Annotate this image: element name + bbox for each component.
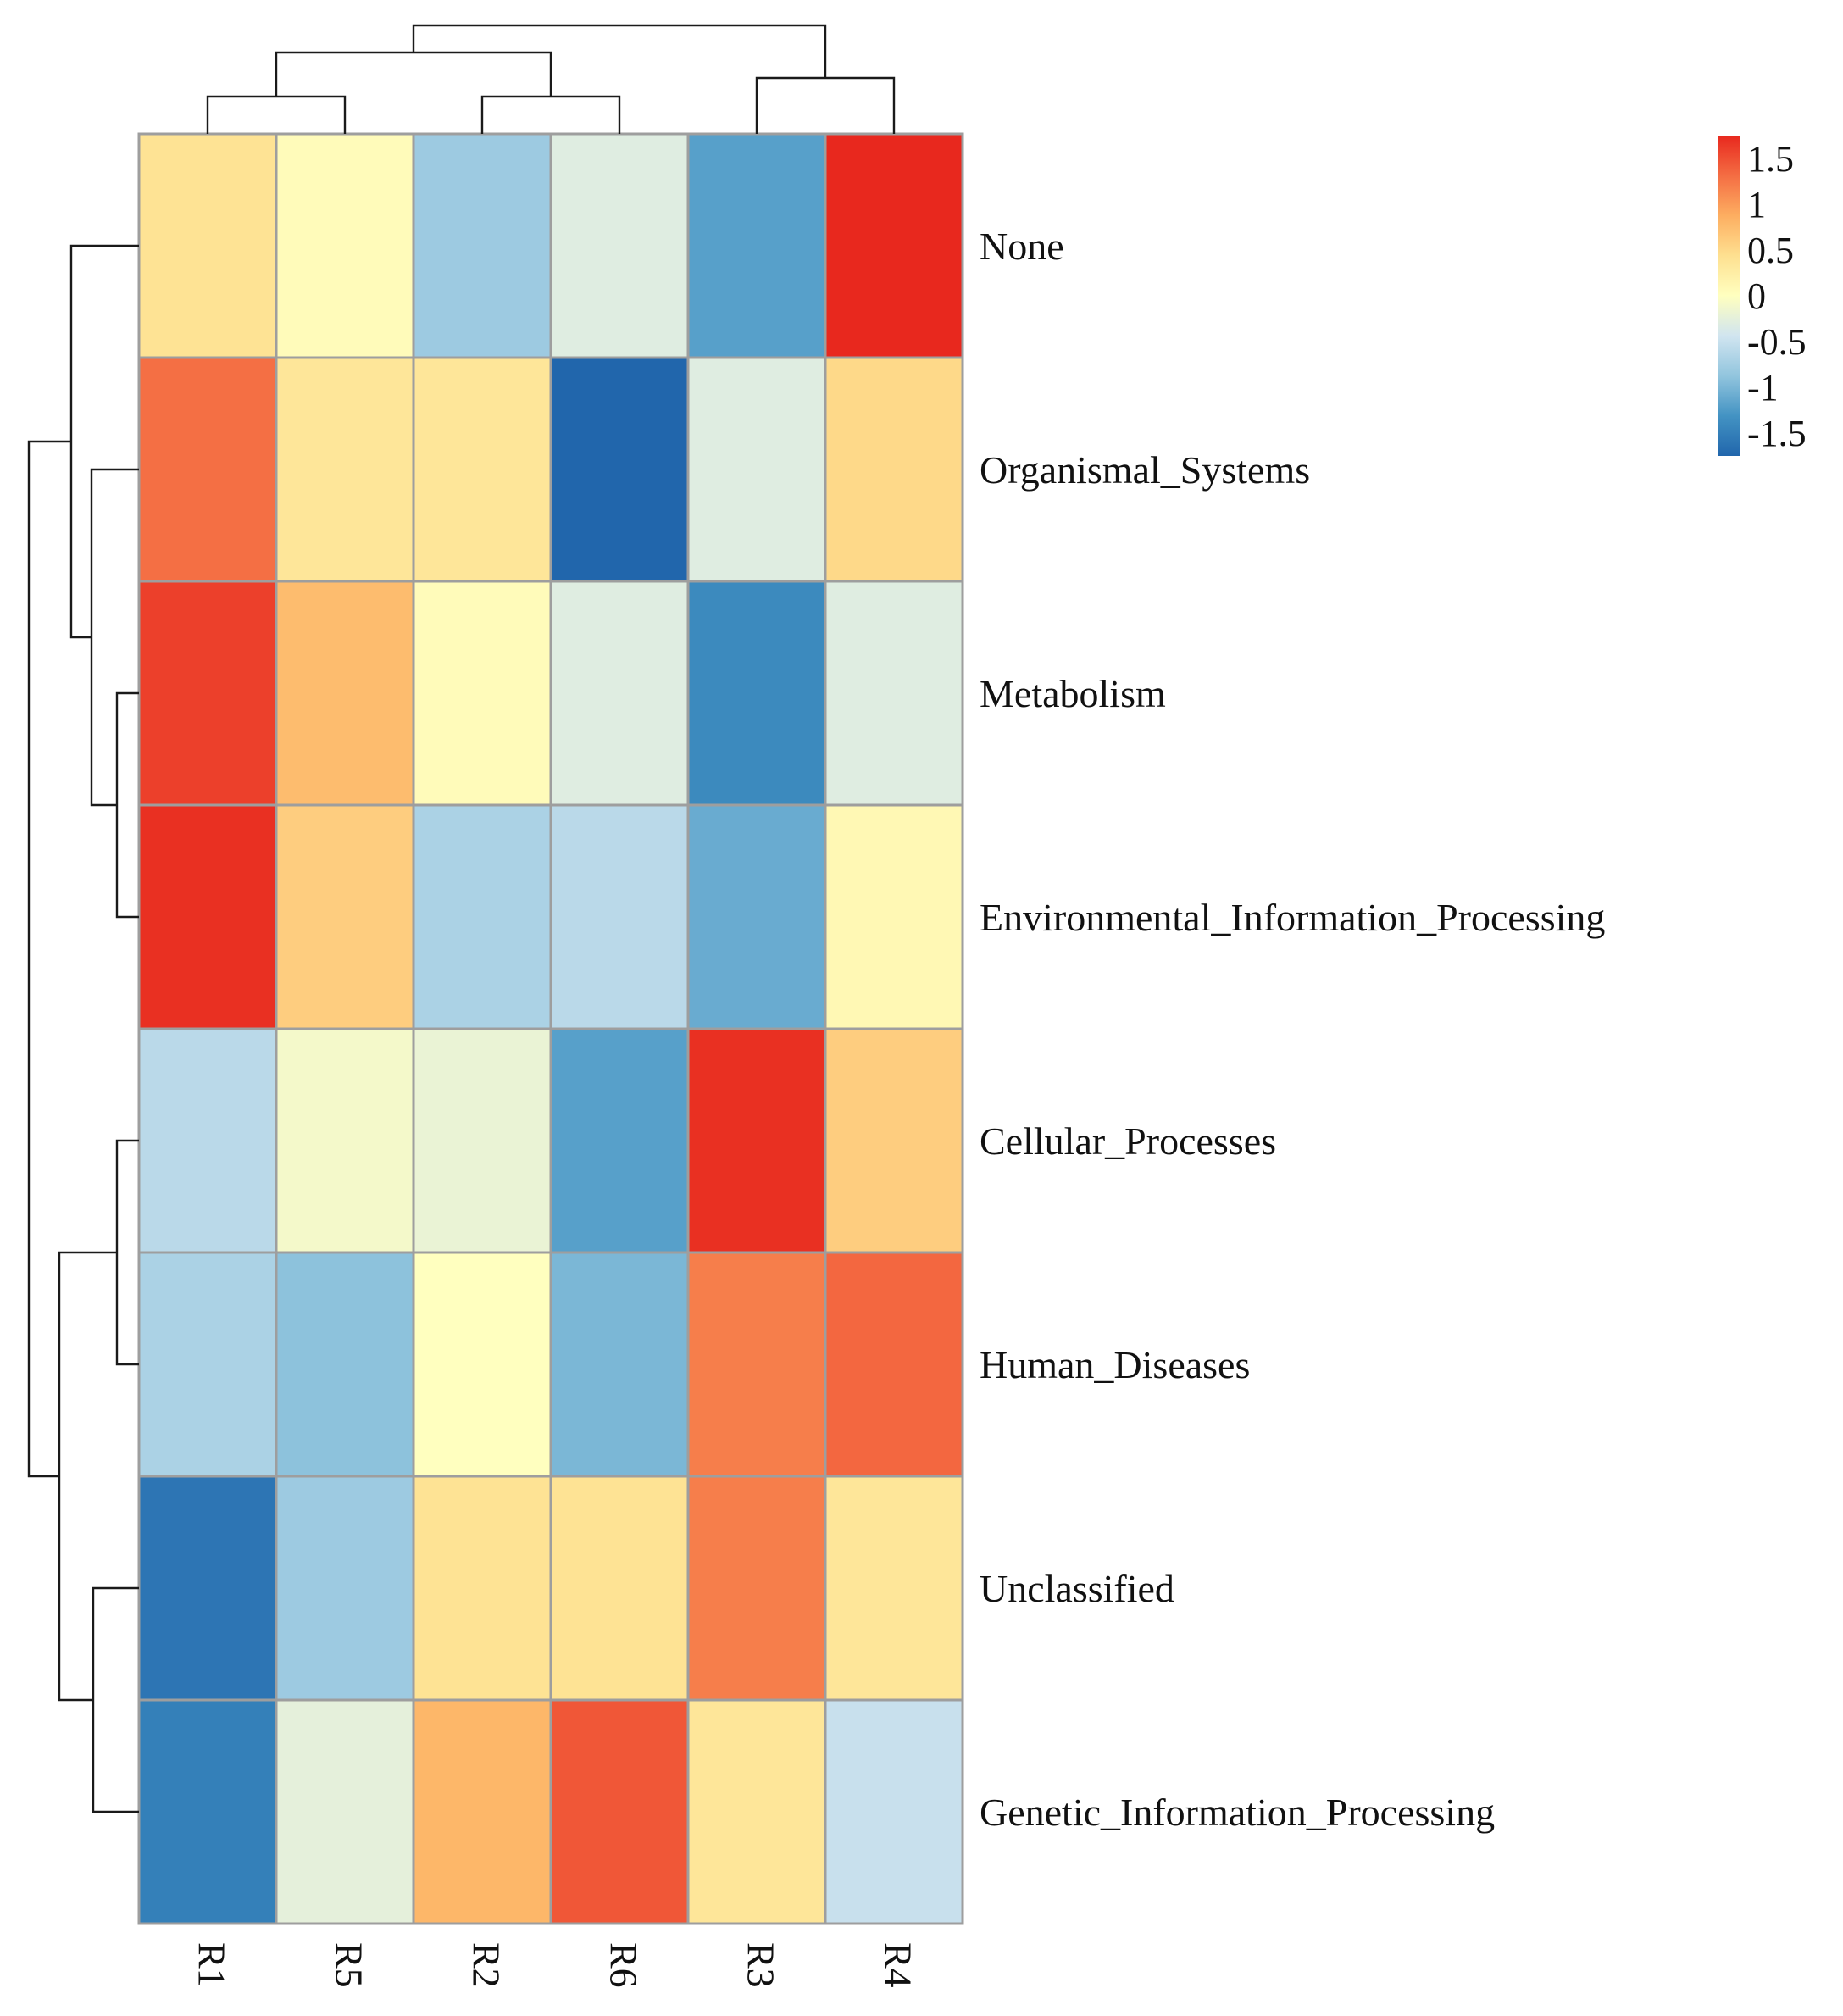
- legend-tick-label: 0.5: [1747, 230, 1794, 271]
- heatmap-cell-genetic-information-processing-r1: [137, 1698, 278, 1925]
- legend-tick-label: -0.5: [1747, 321, 1807, 363]
- heatmap-cell-cellular-processes-r2: [412, 1027, 552, 1254]
- column-label: R5: [327, 1942, 370, 1988]
- column-dendrogram-branch: [275, 51, 552, 97]
- heatmap-cell-environmental-information-processing-r3: [686, 803, 827, 1030]
- column-labels: R1 R5 R2 R6 R3 R4: [190, 1942, 919, 1988]
- heatmap-cell-cellular-processes-r3: [686, 1027, 827, 1254]
- column-label: R3: [739, 1942, 782, 1988]
- heatmap-cell-environmental-information-processing-r6: [549, 803, 690, 1030]
- column-dendrogram-branch: [412, 24, 827, 78]
- heatmap-cell-metabolism-r6: [549, 580, 690, 807]
- heatmap-cell-metabolism-r3: [686, 580, 827, 807]
- heatmap-cell-organismal-systems-r5: [275, 356, 415, 583]
- heatmap-cell-none-r2: [412, 132, 552, 359]
- legend-tick-label: -1: [1747, 367, 1779, 408]
- heatmap-cell-human-diseases-r3: [686, 1251, 827, 1478]
- row-dendrogram-branch: [115, 1139, 139, 1366]
- heatmap-cell-unclassified-r5: [275, 1475, 415, 1702]
- legend-color-bar: [1718, 136, 1740, 456]
- heatmap-cell-human-diseases-r2: [412, 1251, 552, 1478]
- heatmap-cell-genetic-information-processing-r2: [412, 1698, 552, 1925]
- heatmap-cell-unclassified-r6: [549, 1475, 690, 1702]
- heatmap-cell-unclassified-r4: [824, 1475, 964, 1702]
- row-label: None: [980, 225, 1064, 268]
- color-legend: 1.51 0.50-0.5-1 -1.5: [1718, 136, 1807, 456]
- heatmap-cell-none-r6: [549, 132, 690, 359]
- row-dendrogram: [27, 244, 139, 1813]
- row-dendrogram-branch: [92, 1586, 139, 1813]
- heatmap-cell-metabolism-r5: [275, 580, 415, 807]
- heatmap-cell-none-r5: [275, 132, 415, 359]
- row-dendrogram-branch: [58, 1251, 117, 1702]
- heatmap-cell-unclassified-r1: [137, 1475, 278, 1702]
- legend-tick-label: -1.5: [1747, 413, 1807, 454]
- row-dendrogram-branch: [27, 440, 71, 1478]
- column-label: R1: [190, 1942, 233, 1988]
- heatmap-cell-none-r1: [137, 132, 278, 359]
- heatmap-cell-human-diseases-r1: [137, 1251, 278, 1478]
- row-label: Metabolism: [980, 672, 1166, 715]
- heatmap-cell-metabolism-r1: [137, 580, 278, 807]
- heatmap-cell-cellular-processes-r1: [137, 1027, 278, 1254]
- heatmap-cell-organismal-systems-r4: [824, 356, 964, 583]
- row-label: Organismal_Systems: [980, 448, 1310, 492]
- legend-tick-label: 0: [1747, 275, 1766, 317]
- column-dendrogram-branch: [755, 76, 896, 134]
- heatmap-cell-genetic-information-processing-r4: [824, 1698, 964, 1925]
- heatmap-cell-environmental-information-processing-r1: [137, 803, 278, 1030]
- heatmap-cell-metabolism-r4: [824, 580, 964, 807]
- heatmap-cell-unclassified-r3: [686, 1475, 827, 1702]
- row-dendrogram-branch: [69, 244, 139, 639]
- column-dendrogram-branch: [206, 95, 347, 134]
- row-dendrogram-branch: [90, 468, 139, 807]
- legend-tick-label: 1: [1747, 184, 1766, 225]
- heatmap-cell-genetic-information-processing-r3: [686, 1698, 827, 1925]
- row-label: Environmental_Information_Processing: [980, 896, 1605, 939]
- heatmap-cell-organismal-systems-r2: [412, 356, 552, 583]
- heatmap-cell-environmental-information-processing-r2: [412, 803, 552, 1030]
- heatmap-cell-metabolism-r2: [412, 580, 552, 807]
- column-label: R2: [464, 1942, 508, 1988]
- heatmap-cell-environmental-information-processing-r4: [824, 803, 964, 1030]
- heatmap-cell-organismal-systems-r6: [549, 356, 690, 583]
- column-label: R4: [876, 1942, 919, 1988]
- row-label: Unclassified: [980, 1567, 1174, 1610]
- heatmap-cell-environmental-information-processing-r5: [275, 803, 415, 1030]
- heatmap-cell-human-diseases-r4: [824, 1251, 964, 1478]
- heatmap-cell-unclassified-r2: [412, 1475, 552, 1702]
- heatmap-cell-none-r4: [824, 132, 964, 359]
- heatmap-cell-genetic-information-processing-r6: [549, 1698, 690, 1925]
- heatmap-cell-organismal-systems-r1: [137, 356, 278, 583]
- row-label: Human_Diseases: [980, 1343, 1250, 1386]
- column-dendrogram: [206, 24, 896, 134]
- heatmap-cell-cellular-processes-r5: [275, 1027, 415, 1254]
- legend-tick-label: 1.5: [1747, 138, 1794, 180]
- heatmap-cell-human-diseases-r6: [549, 1251, 690, 1478]
- column-dendrogram-branch: [480, 95, 621, 134]
- row-labels: None Organismal_Systems Metabolism Environm…: [980, 225, 1605, 1834]
- heatmap-cell-genetic-information-processing-r5: [275, 1698, 415, 1925]
- heatmap-cell-cellular-processes-r4: [824, 1027, 964, 1254]
- row-label: Genetic_Information_Processing: [980, 1791, 1495, 1834]
- row-dendrogram-branch: [115, 691, 139, 919]
- heatmap-cell-organismal-systems-r3: [686, 356, 827, 583]
- heatmap-cells: [137, 132, 964, 1925]
- heatmap-cell-cellular-processes-r6: [549, 1027, 690, 1254]
- column-label: R6: [602, 1942, 645, 1988]
- heatmap-cell-human-diseases-r5: [275, 1251, 415, 1478]
- heatmap-cell-none-r3: [686, 132, 827, 359]
- row-label: Cellular_Processes: [980, 1119, 1276, 1163]
